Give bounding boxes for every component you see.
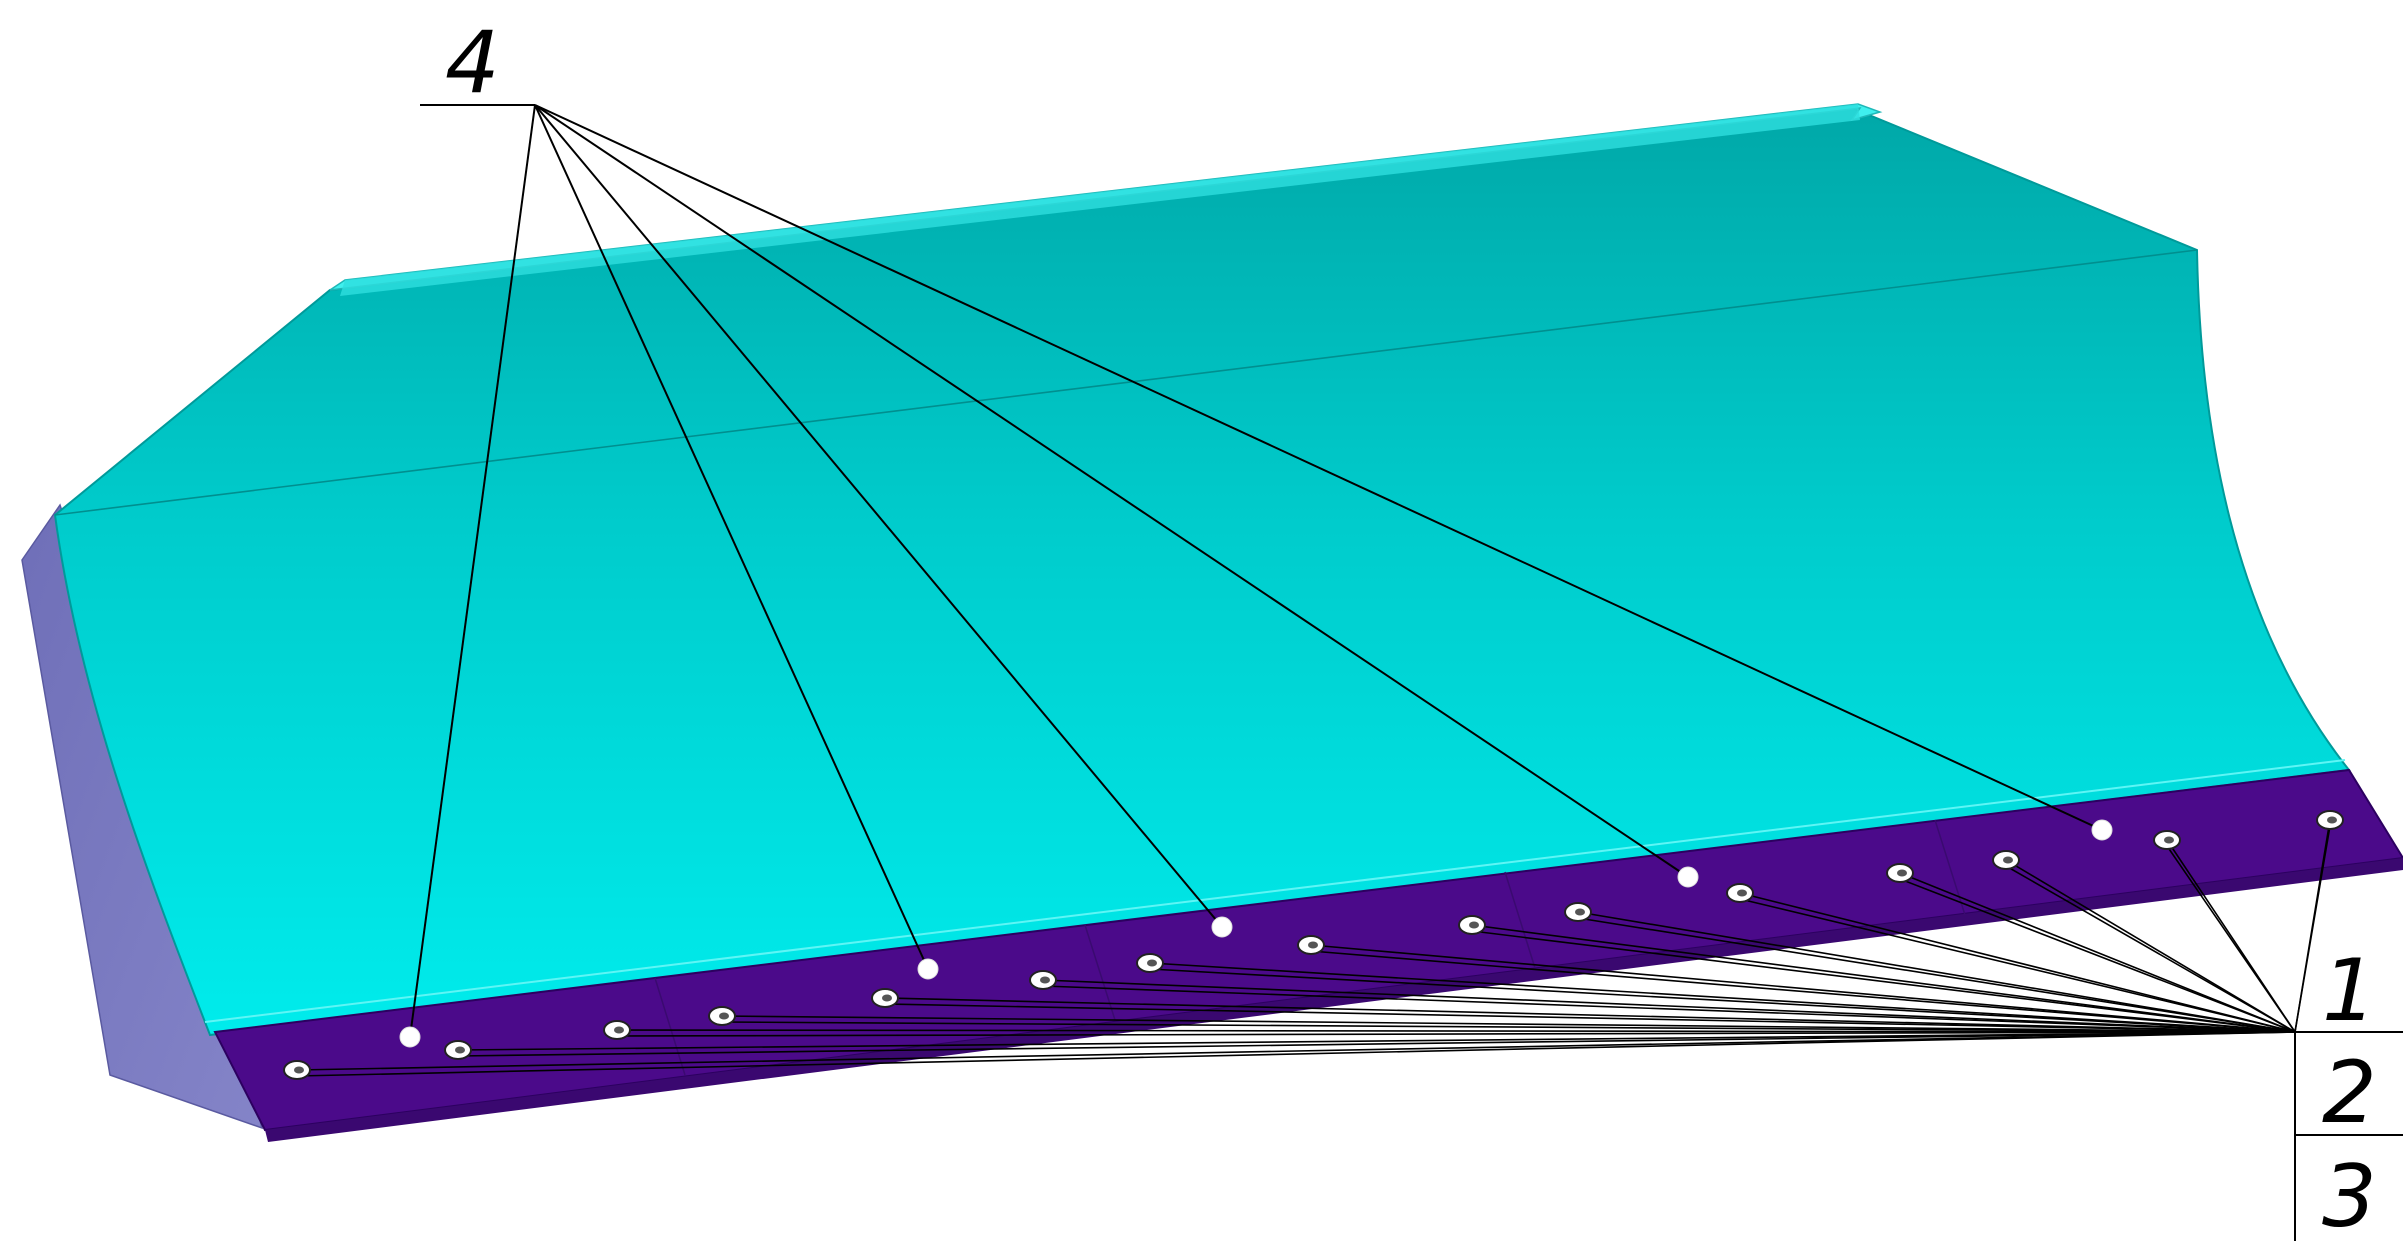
bolt-leader-line xyxy=(457,1031,2296,1051)
bolt-head xyxy=(1029,970,1057,990)
bolt-leader-line xyxy=(1577,917,2296,1033)
bolt-head xyxy=(708,1006,736,1026)
bolt-leader-line xyxy=(1042,985,2296,1033)
bolt-head xyxy=(1726,883,1754,903)
bolt-head xyxy=(1886,863,1914,883)
bolt-leader-line xyxy=(1739,892,2296,1033)
bolt-leader-line xyxy=(721,1015,2296,1033)
hole-leader-line xyxy=(409,104,536,1038)
bolt-leader-line xyxy=(1310,944,2296,1033)
callout-1-label: 1 xyxy=(2322,941,2377,1041)
bolt-leader-line xyxy=(457,1031,2296,1057)
mounting-hole xyxy=(1211,916,1233,938)
blade-top-strip xyxy=(340,104,1860,296)
bolt-head xyxy=(1992,850,2020,870)
bolt-leader-line xyxy=(1739,898,2296,1033)
bolt-leader-line xyxy=(2005,865,2296,1033)
hole-leader-line xyxy=(534,104,2103,831)
bolt-leader-line xyxy=(296,1031,2296,1071)
bolt-leader-line xyxy=(1577,911,2296,1033)
callout-3-label: 3 xyxy=(2322,1147,2377,1241)
bolt-head xyxy=(871,988,899,1008)
bolt-leader-line xyxy=(1471,930,2296,1033)
blade-fold-line-upper xyxy=(54,249,2198,516)
mounting-hole xyxy=(917,958,939,980)
hole-leader-line xyxy=(534,104,1223,928)
bolt-head xyxy=(1564,902,1592,922)
bolt-head xyxy=(1458,915,1486,935)
mounting-hole-group xyxy=(399,819,2113,1048)
bolt-leader-line xyxy=(1899,878,2296,1033)
mounting-hole xyxy=(1677,866,1699,888)
bolt-leader-line xyxy=(1149,968,2296,1033)
callout-4-leader-lines xyxy=(409,104,2103,1038)
bolt-leader-line xyxy=(616,1029,2296,1033)
bolt-leader-line xyxy=(2005,859,2296,1033)
bolt-group xyxy=(283,810,2344,1080)
callout-4-label: 4 xyxy=(445,13,500,113)
bolt-leader-line xyxy=(1310,950,2296,1033)
mounting-hole xyxy=(399,1026,421,1048)
bolt-head xyxy=(1136,953,1164,973)
bolt-leader-line xyxy=(616,1031,2296,1037)
bolt-head xyxy=(603,1020,631,1040)
hole-leader-line xyxy=(534,104,1689,878)
mounting-hole xyxy=(2091,819,2113,841)
bolt-leader-line xyxy=(2294,825,2331,1033)
bolt-head xyxy=(283,1060,311,1080)
callout-2-label: 2 xyxy=(2322,1043,2377,1143)
cutting-edge-segment-joints xyxy=(654,819,1966,1076)
hole-leader-line xyxy=(534,104,929,970)
blade-fold-line-lower xyxy=(204,759,2346,1023)
bolt-leader-line xyxy=(1899,872,2296,1033)
bolt-leader-line xyxy=(884,997,2296,1033)
bolt-head xyxy=(444,1040,472,1060)
bolt-leader-line xyxy=(1042,979,2296,1033)
bolt-leader-line xyxy=(2166,845,2296,1033)
bolt-leader-line xyxy=(296,1031,2296,1077)
bolt-leader-line xyxy=(1149,962,2296,1033)
bolt-leader-line xyxy=(884,1003,2296,1033)
bolt-head xyxy=(1297,935,1325,955)
bolt-leader-line xyxy=(1471,924,2296,1033)
callout-1-leader-lines xyxy=(296,819,2331,1077)
bolt-head xyxy=(2153,830,2181,850)
bolt-leader-line xyxy=(721,1021,2296,1033)
bolt-head xyxy=(2316,810,2344,830)
